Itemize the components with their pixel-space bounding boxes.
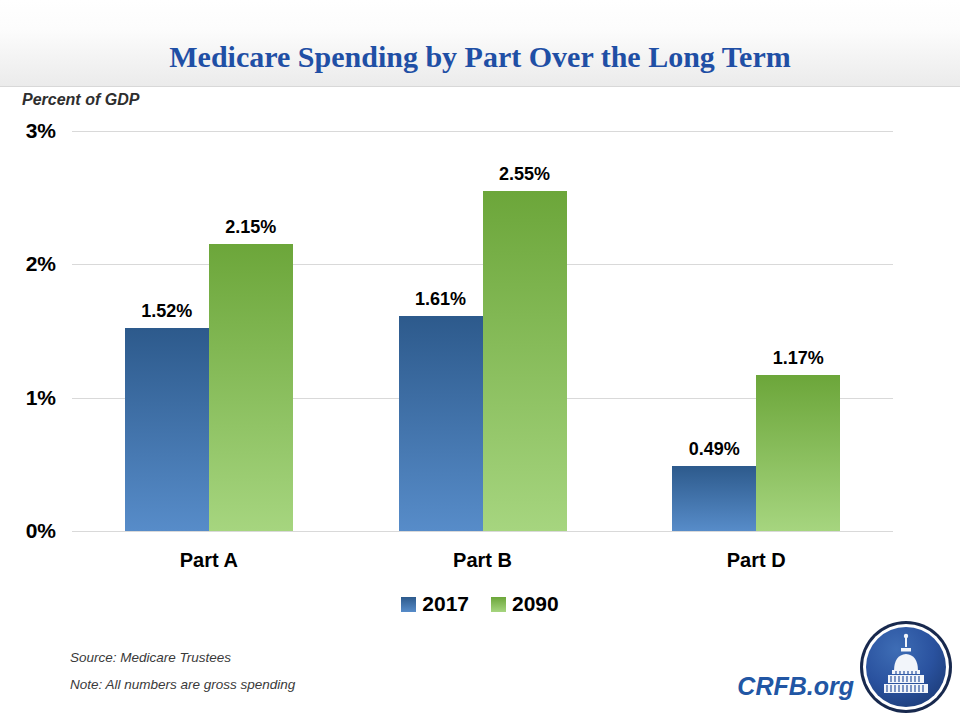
- bar-2017-part-a: [125, 328, 209, 531]
- legend-item-2090: 2090: [491, 592, 559, 616]
- bar-2017-part-b: [399, 316, 483, 531]
- brand-text: CRFB.org: [737, 672, 854, 701]
- note-text: Note: All numbers are gross spending: [70, 677, 295, 692]
- legend-label-2017: 2017: [422, 592, 469, 616]
- y-tick-label-1-: 1%: [0, 385, 56, 409]
- y-tick-label-2-: 2%: [0, 252, 56, 276]
- value-label-2090-part-b: 2.55%: [499, 164, 550, 185]
- category-label-part-a: Part A: [180, 549, 238, 572]
- legend-label-2090: 2090: [512, 592, 559, 616]
- bar-2017-part-d: [672, 466, 756, 531]
- value-label-2090-part-a: 2.15%: [225, 217, 276, 238]
- value-label-2017-part-b: 1.61%: [415, 289, 466, 310]
- capitol-logo-icon: [858, 619, 954, 715]
- gridline-3-: [72, 131, 893, 132]
- y-tick-label-0-: 0%: [0, 519, 56, 543]
- bar-2090-part-d: [756, 375, 840, 531]
- legend: 2017 2090: [0, 592, 960, 616]
- legend-item-2017: 2017: [401, 592, 469, 616]
- category-label-part-d: Part D: [727, 549, 786, 572]
- category-label-part-b: Part B: [453, 549, 512, 572]
- bar-2090-part-b: [483, 191, 567, 531]
- value-label-2017-part-d: 0.49%: [689, 439, 740, 460]
- y-tick-label-3-: 3%: [0, 119, 56, 143]
- gridline-0-: [72, 531, 893, 532]
- legend-swatch-2017: [401, 597, 416, 612]
- value-label-2017-part-a: 1.52%: [141, 301, 192, 322]
- bar-2090-part-a: [209, 244, 293, 531]
- slide: Medicare Spending by Part Over the Long …: [0, 0, 960, 720]
- legend-swatch-2090: [491, 597, 506, 612]
- value-label-2090-part-d: 1.17%: [773, 348, 824, 369]
- source-note: Source: Medicare Trustees: [70, 650, 231, 665]
